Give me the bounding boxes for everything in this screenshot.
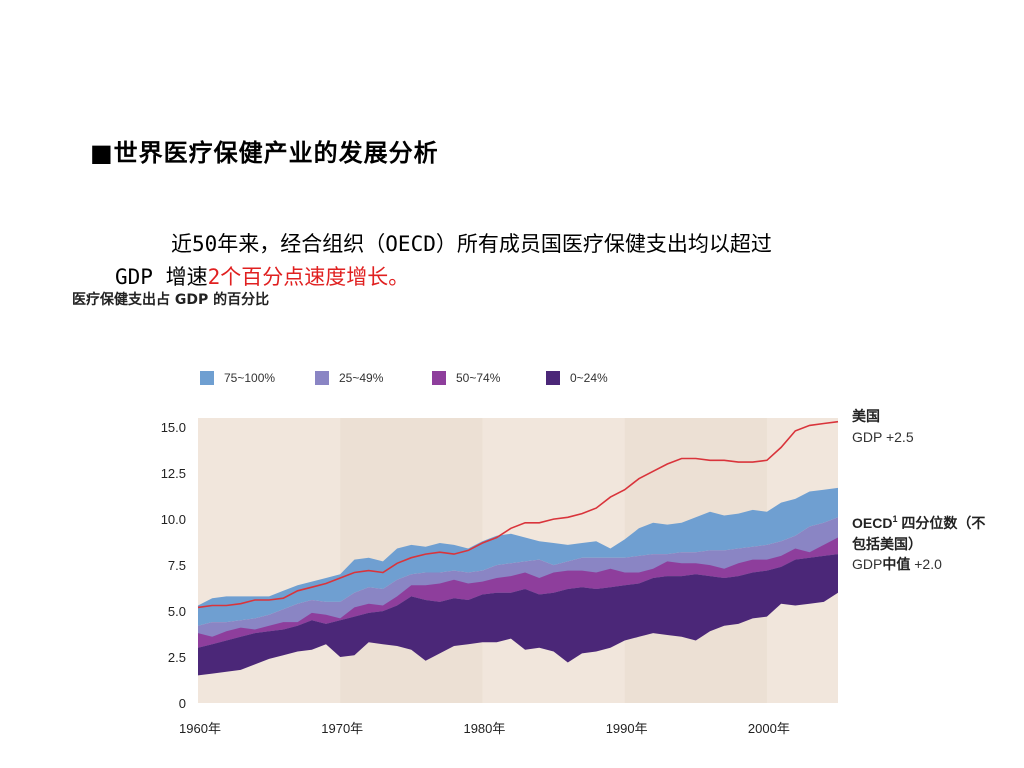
y-tick-label: 5.0 <box>168 604 186 619</box>
oecd-median-prefix: GDP <box>852 556 882 572</box>
x-tick-label: 1960年 <box>179 721 221 736</box>
slide-title: ■世界医疗保健产业的发展分析 <box>90 139 439 167</box>
chart-title: 医疗保健支出占 GDP 的百分比 <box>72 292 270 308</box>
oecd-median-value: +2.0 <box>910 556 942 572</box>
legend-swatch <box>546 371 560 385</box>
band-area-0 <box>198 487 838 626</box>
oecd-median-annotation: GDP中值 +2.0 <box>852 556 942 572</box>
x-tick-label: 1980年 <box>463 721 505 736</box>
x-tick-label: 1970年 <box>321 721 363 736</box>
legend-label: 75~100% <box>224 371 275 385</box>
oecd-annotation-label-2: 包括美国） <box>852 536 922 552</box>
y-tick-label: 0 <box>179 696 186 711</box>
us-line <box>197 420 839 609</box>
y-tick-label: 2.5 <box>168 650 186 665</box>
band-area-2 <box>198 537 838 648</box>
body-line-1: 近50年来，经合组织（OECD）所有成员国医疗保健支出均以超过 <box>115 228 945 261</box>
legend-label: 25~49% <box>339 371 384 385</box>
body-line-2: GDP 增速2个百分点速度增长。 <box>115 261 945 294</box>
y-tick-label: 12.5 <box>161 466 186 481</box>
body-line-2-prefix: GDP 增速 <box>115 265 208 289</box>
y-tick-label: 10.0 <box>161 512 186 527</box>
oecd-annotation-label: OECD1 四分位数（不 <box>852 514 985 531</box>
body-line-1-text: 近50年来，经合组织（OECD）所有成员国医疗保健支出均以超过 <box>171 232 772 256</box>
legend-label: 0~24% <box>570 371 608 385</box>
body-line-2-highlight: 2个百分点速度增长。 <box>207 265 410 289</box>
legend-swatch <box>200 371 214 385</box>
us-annotation-label: 美国 <box>852 408 880 424</box>
body-text: 近50年来，经合组织（OECD）所有成员国医疗保健支出均以超过 GDP 增速2个… <box>115 228 945 294</box>
band-area-3 <box>198 554 838 676</box>
legend-swatch <box>432 371 446 385</box>
oecd-median-mid: 中值 <box>882 556 910 572</box>
legend-swatch <box>315 371 329 385</box>
legend-label: 50~74% <box>456 371 501 385</box>
y-tick-label: 7.5 <box>168 558 186 573</box>
x-tick-label: 2000年 <box>748 721 790 736</box>
oecd-label-text: OECD <box>852 515 892 531</box>
x-tick-label: 1990年 <box>606 721 648 736</box>
us-annotation-growth: GDP +2.5 <box>852 429 914 445</box>
y-tick-label: 15.0 <box>161 420 186 435</box>
oecd-label-sup: 1 <box>892 514 897 524</box>
oecd-label-rest: 四分位数（不 <box>897 515 985 531</box>
